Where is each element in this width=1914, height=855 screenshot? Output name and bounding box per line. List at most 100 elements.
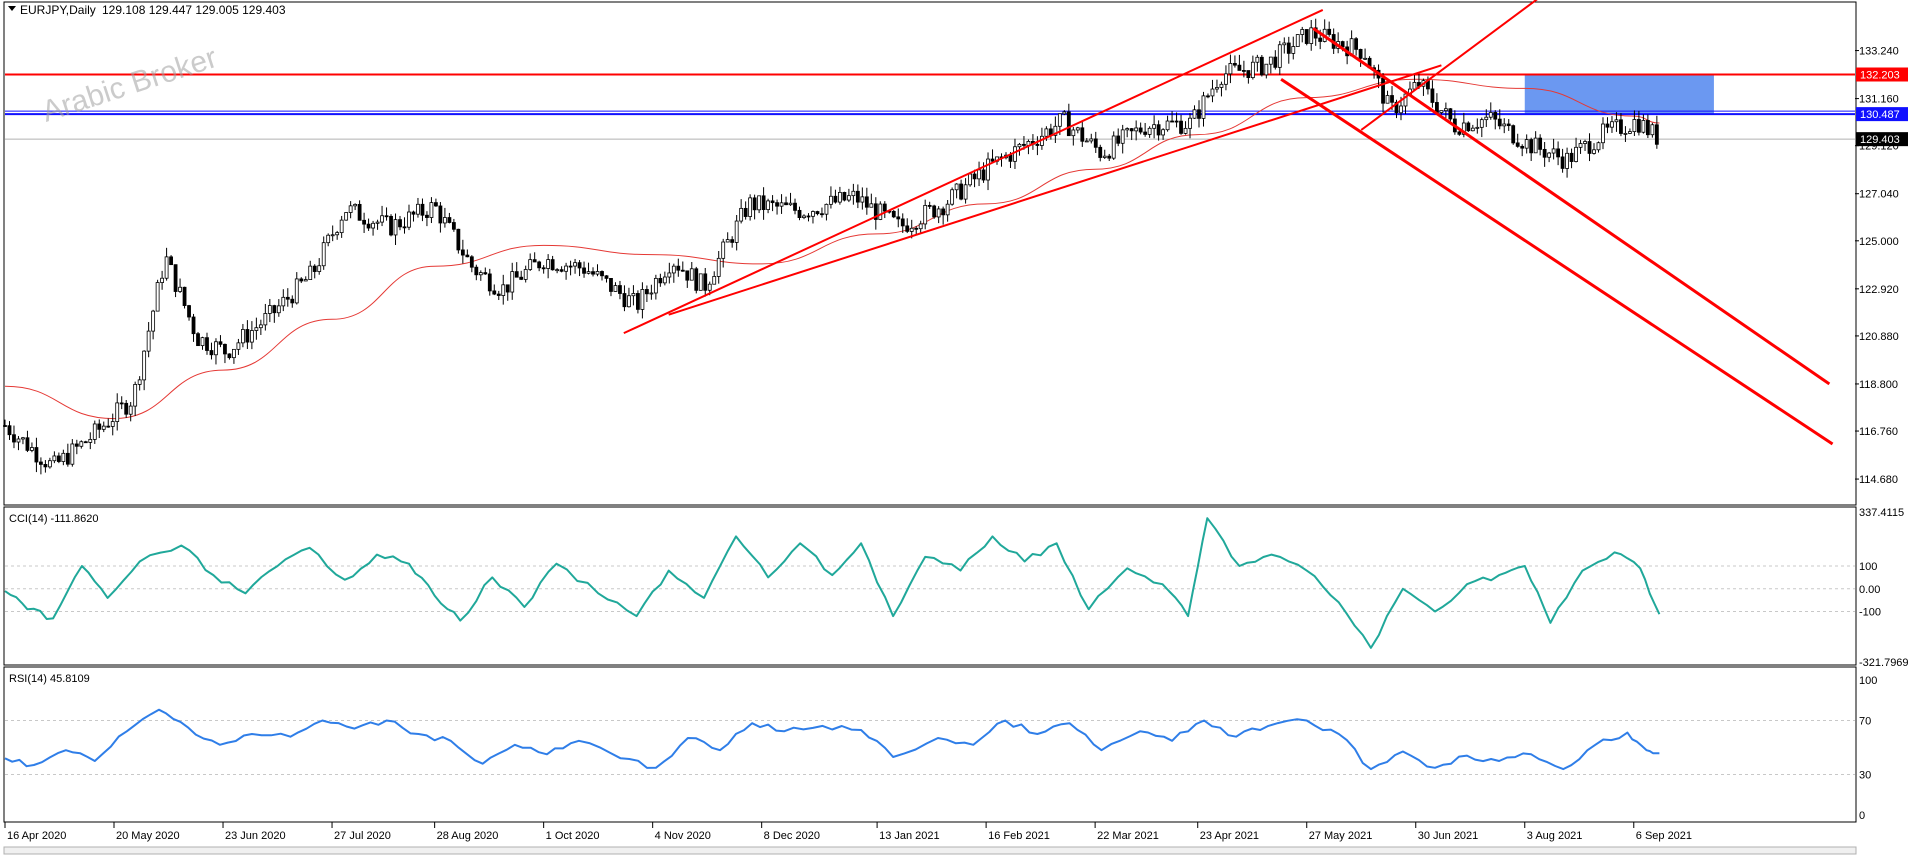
candle-body xyxy=(627,295,631,308)
x-tick-label: 13 Jan 2021 xyxy=(879,830,940,842)
candle-body xyxy=(972,173,977,180)
candle-body xyxy=(97,423,102,430)
x-tick-label: 4 Nov 2020 xyxy=(655,830,711,842)
candle-body xyxy=(963,184,968,200)
indicator-series-line[interactable] xyxy=(4,708,1660,771)
cci-panel[interactable] xyxy=(3,506,1857,666)
candle-body xyxy=(232,348,236,359)
horizontal-scrollbar[interactable] xyxy=(3,846,1857,855)
candle-body xyxy=(1448,108,1453,120)
candle-body xyxy=(456,228,461,251)
trend-line[interactable] xyxy=(1360,0,1560,131)
candle-body xyxy=(604,275,609,279)
candle-body xyxy=(263,313,268,326)
moving-average-line[interactable] xyxy=(4,78,1660,420)
candle-body xyxy=(469,256,474,268)
candle-body xyxy=(1286,42,1291,54)
supply-zone[interactable] xyxy=(1524,74,1714,115)
candle-body xyxy=(429,202,434,218)
chart-menu-triangle-icon[interactable] xyxy=(8,6,16,11)
candle-body xyxy=(1084,140,1089,143)
candle-body xyxy=(187,305,191,318)
candle-body xyxy=(1071,129,1076,137)
candle-body xyxy=(748,197,753,217)
candle-body xyxy=(420,203,425,216)
candle-body xyxy=(1412,82,1417,90)
candle-body xyxy=(716,257,721,277)
candle-body xyxy=(1551,148,1556,154)
trend-line[interactable] xyxy=(623,9,1324,335)
candle-body xyxy=(546,259,551,269)
candle-body xyxy=(227,353,232,359)
rsi-panel[interactable] xyxy=(3,666,1857,823)
candle-body xyxy=(842,192,847,201)
candle-body xyxy=(312,265,317,272)
candle-body xyxy=(811,211,815,217)
candle-body xyxy=(860,196,865,203)
ohlc-values: 129.108 129.447 129.005 129.403 xyxy=(102,3,286,17)
candle-body xyxy=(460,249,465,256)
candle-body xyxy=(541,267,546,270)
candle-body xyxy=(1066,111,1071,137)
candle-body xyxy=(1623,132,1628,135)
candle-body xyxy=(389,215,393,236)
candle-body xyxy=(1497,118,1502,127)
candle-body xyxy=(142,350,147,381)
candle-body xyxy=(981,169,986,181)
trend-line[interactable] xyxy=(1280,77,1834,446)
candle-body xyxy=(236,342,241,350)
cci-y-tick-label: 337.4115 xyxy=(1859,507,1904,519)
candle-body xyxy=(752,197,757,211)
candle-body xyxy=(1035,143,1040,146)
price-level-label: 130.487 xyxy=(1860,109,1900,121)
candle-body xyxy=(245,329,250,343)
price-y-tick-label: 131.160 xyxy=(1859,94,1899,106)
candle-body xyxy=(676,265,681,271)
price-y-tick-label: 118.800 xyxy=(1859,379,1898,391)
candle-body xyxy=(914,227,919,230)
candle-body xyxy=(761,195,766,210)
candle-body xyxy=(1062,111,1067,115)
candle-body xyxy=(56,455,61,462)
candle-body xyxy=(977,169,981,180)
x-tick-label: 16 Apr 2020 xyxy=(7,830,66,842)
candle-body xyxy=(636,293,640,310)
candle-body xyxy=(1381,77,1385,104)
candle-body xyxy=(1354,38,1359,50)
candle-body xyxy=(1013,146,1017,162)
candle-body xyxy=(936,208,941,218)
candle-body xyxy=(133,384,138,407)
candle-body xyxy=(1295,34,1300,47)
candle-body xyxy=(106,425,111,428)
candle-body xyxy=(294,278,299,304)
price-level-badge xyxy=(1856,67,1908,82)
candle-body xyxy=(1578,143,1583,148)
candle-body xyxy=(101,425,106,430)
candle-body xyxy=(366,223,371,229)
candle-body xyxy=(1116,135,1121,144)
candle-body xyxy=(1461,122,1466,135)
indicator-series-line[interactable] xyxy=(4,517,1661,649)
candle-body xyxy=(1592,149,1596,154)
candle-body xyxy=(182,286,187,306)
candle-body xyxy=(1596,142,1601,151)
candle-body xyxy=(254,327,259,331)
candle-body xyxy=(649,292,654,295)
candle-body xyxy=(128,405,133,415)
trend-line[interactable] xyxy=(1312,27,1831,386)
trend-line[interactable] xyxy=(668,64,1442,316)
candle-body xyxy=(707,283,712,291)
candle-body xyxy=(586,271,591,274)
candle-body xyxy=(1152,124,1157,129)
candle-body xyxy=(1542,148,1547,158)
candle-body xyxy=(303,279,308,282)
candle-body xyxy=(609,278,613,292)
candle-body xyxy=(1210,88,1215,97)
candle-body xyxy=(1327,28,1332,35)
candle-body xyxy=(595,271,600,275)
candle-body xyxy=(1556,148,1561,158)
candle-body xyxy=(1435,102,1439,113)
candle-body xyxy=(766,200,770,210)
candle-body xyxy=(330,234,335,237)
